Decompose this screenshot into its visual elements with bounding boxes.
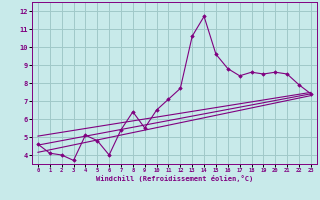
X-axis label: Windchill (Refroidissement éolien,°C): Windchill (Refroidissement éolien,°C): [96, 175, 253, 182]
